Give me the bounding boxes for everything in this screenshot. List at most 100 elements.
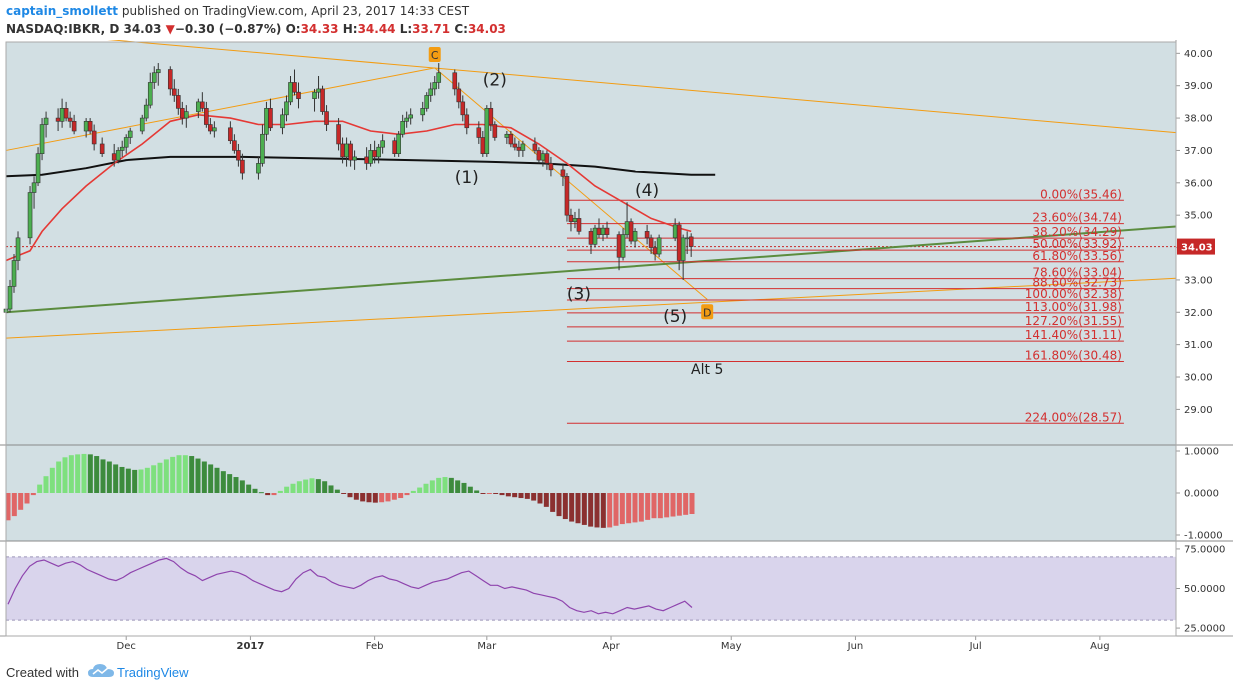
fib-level-label: 113.00%(31.98) bbox=[1025, 300, 1122, 314]
candle-body bbox=[83, 121, 89, 132]
price-axis[interactable]: 40.0039.0038.0037.0036.0035.0034.0033.00… bbox=[1175, 40, 1215, 636]
low-label: L: bbox=[399, 22, 413, 36]
candle-body bbox=[67, 117, 73, 122]
candlestick bbox=[464, 108, 470, 135]
candlestick bbox=[348, 140, 353, 167]
macd-bar bbox=[657, 493, 663, 519]
candle-body bbox=[424, 95, 430, 109]
candle-body bbox=[652, 247, 658, 255]
macd-bar bbox=[379, 493, 385, 503]
candlestick bbox=[620, 228, 626, 261]
author-link[interactable]: captain_smollett bbox=[6, 4, 119, 18]
candle-body bbox=[55, 117, 61, 122]
high-label: H: bbox=[342, 22, 358, 36]
time-axis[interactable]: Dec 2017 Feb Mar Apr May Jun Jul Aug bbox=[0, 635, 1233, 652]
candlestick bbox=[175, 88, 181, 115]
macd-bar bbox=[632, 493, 638, 523]
price-tick-label: 33.00 bbox=[1184, 275, 1213, 286]
candle-body bbox=[376, 146, 381, 158]
macd-bar bbox=[543, 493, 549, 507]
candle-body bbox=[380, 140, 385, 148]
candlestick bbox=[147, 72, 153, 109]
wave-label: (5) bbox=[663, 307, 687, 327]
close-label: C: bbox=[454, 22, 468, 36]
rsi-axis[interactable]: 75.0000 50.0000 25.0000 bbox=[1176, 544, 1225, 635]
candlestick bbox=[452, 69, 458, 96]
candlestick bbox=[404, 111, 409, 128]
macd-bar bbox=[246, 484, 252, 493]
time-tick-label: Mar bbox=[477, 641, 497, 652]
macd-bar bbox=[87, 454, 93, 493]
macd-bar bbox=[43, 476, 49, 493]
candlestick bbox=[280, 108, 285, 135]
chart-area[interactable]: 0.00%(35.46)23.60%(34.74)38.20%(34.29)50… bbox=[0, 40, 1233, 655]
candle-body bbox=[175, 95, 181, 109]
candle-body bbox=[364, 156, 369, 164]
macd-bar bbox=[499, 493, 505, 496]
last-price: 34.03 bbox=[123, 22, 162, 36]
fib-level-label: 0.00%(35.46) bbox=[1040, 187, 1122, 201]
macd-bar bbox=[391, 493, 397, 500]
macd-bar bbox=[600, 493, 606, 528]
candle-body bbox=[680, 237, 686, 261]
candlestick bbox=[548, 156, 554, 177]
time-tick-label: May bbox=[721, 641, 742, 652]
candlestick bbox=[200, 92, 205, 112]
candle-body bbox=[632, 231, 638, 242]
macd-bar bbox=[531, 493, 537, 501]
candlestick bbox=[139, 114, 145, 135]
created-with-text: Created with bbox=[6, 665, 79, 680]
macd-bar bbox=[303, 479, 309, 493]
macd-bar bbox=[341, 493, 347, 494]
candle-body bbox=[167, 69, 173, 90]
price-tick-label: 30.00 bbox=[1184, 373, 1213, 384]
macd-bar bbox=[537, 493, 543, 504]
tradingview-brand-link[interactable]: TradingView bbox=[117, 665, 189, 680]
macd-bar bbox=[417, 487, 423, 493]
candle-body bbox=[288, 82, 293, 103]
symbol-label[interactable]: NASDAQ:IBKR, D bbox=[6, 22, 120, 36]
candlestick bbox=[204, 101, 209, 128]
trendline-orange bbox=[434, 67, 708, 300]
macd-bar bbox=[398, 493, 404, 499]
macd-bar bbox=[423, 483, 429, 493]
rsi-line bbox=[6, 556, 1176, 621]
rsi-path bbox=[7, 557, 693, 615]
macd-axis[interactable]: 1.0000 0.0000 -1.0000 bbox=[1176, 447, 1223, 542]
candle-body bbox=[228, 127, 233, 142]
price-tick-label: 35.00 bbox=[1184, 211, 1213, 222]
candlestick bbox=[324, 105, 329, 132]
candle-body bbox=[628, 221, 634, 242]
macd-bar bbox=[220, 471, 226, 493]
macd-bar bbox=[258, 492, 264, 494]
wave-label: (3) bbox=[567, 284, 591, 304]
macd-bar bbox=[144, 467, 150, 493]
candle-body bbox=[560, 169, 566, 177]
candle-body bbox=[404, 117, 409, 122]
low-value: 33.71 bbox=[412, 22, 451, 36]
candle-body bbox=[336, 124, 341, 145]
candle-body bbox=[396, 133, 401, 154]
pattern-marker-label: C bbox=[431, 49, 439, 62]
macd-bar bbox=[353, 493, 359, 500]
tradingview-cloud-icon[interactable] bbox=[88, 663, 114, 679]
candle-body bbox=[280, 114, 285, 129]
macd-bar bbox=[49, 467, 55, 493]
trendlines[interactable] bbox=[5, 40, 1177, 339]
candlestick bbox=[67, 111, 73, 128]
candle-body bbox=[91, 130, 97, 145]
time-tick-label: Feb bbox=[366, 641, 384, 652]
macd-bar bbox=[163, 459, 169, 493]
candlestick bbox=[380, 134, 385, 154]
candle-body bbox=[420, 108, 426, 116]
macd-bar bbox=[493, 493, 499, 494]
fib-level-label: 100.00%(32.38) bbox=[1025, 287, 1122, 301]
macd-bar bbox=[334, 489, 340, 493]
candle-body bbox=[143, 104, 149, 119]
candle-body bbox=[576, 218, 582, 232]
candle-body bbox=[624, 221, 630, 235]
candlestick bbox=[236, 143, 241, 167]
open-value: 34.33 bbox=[300, 22, 339, 36]
candle-body bbox=[616, 234, 622, 258]
candle-body bbox=[520, 143, 526, 151]
